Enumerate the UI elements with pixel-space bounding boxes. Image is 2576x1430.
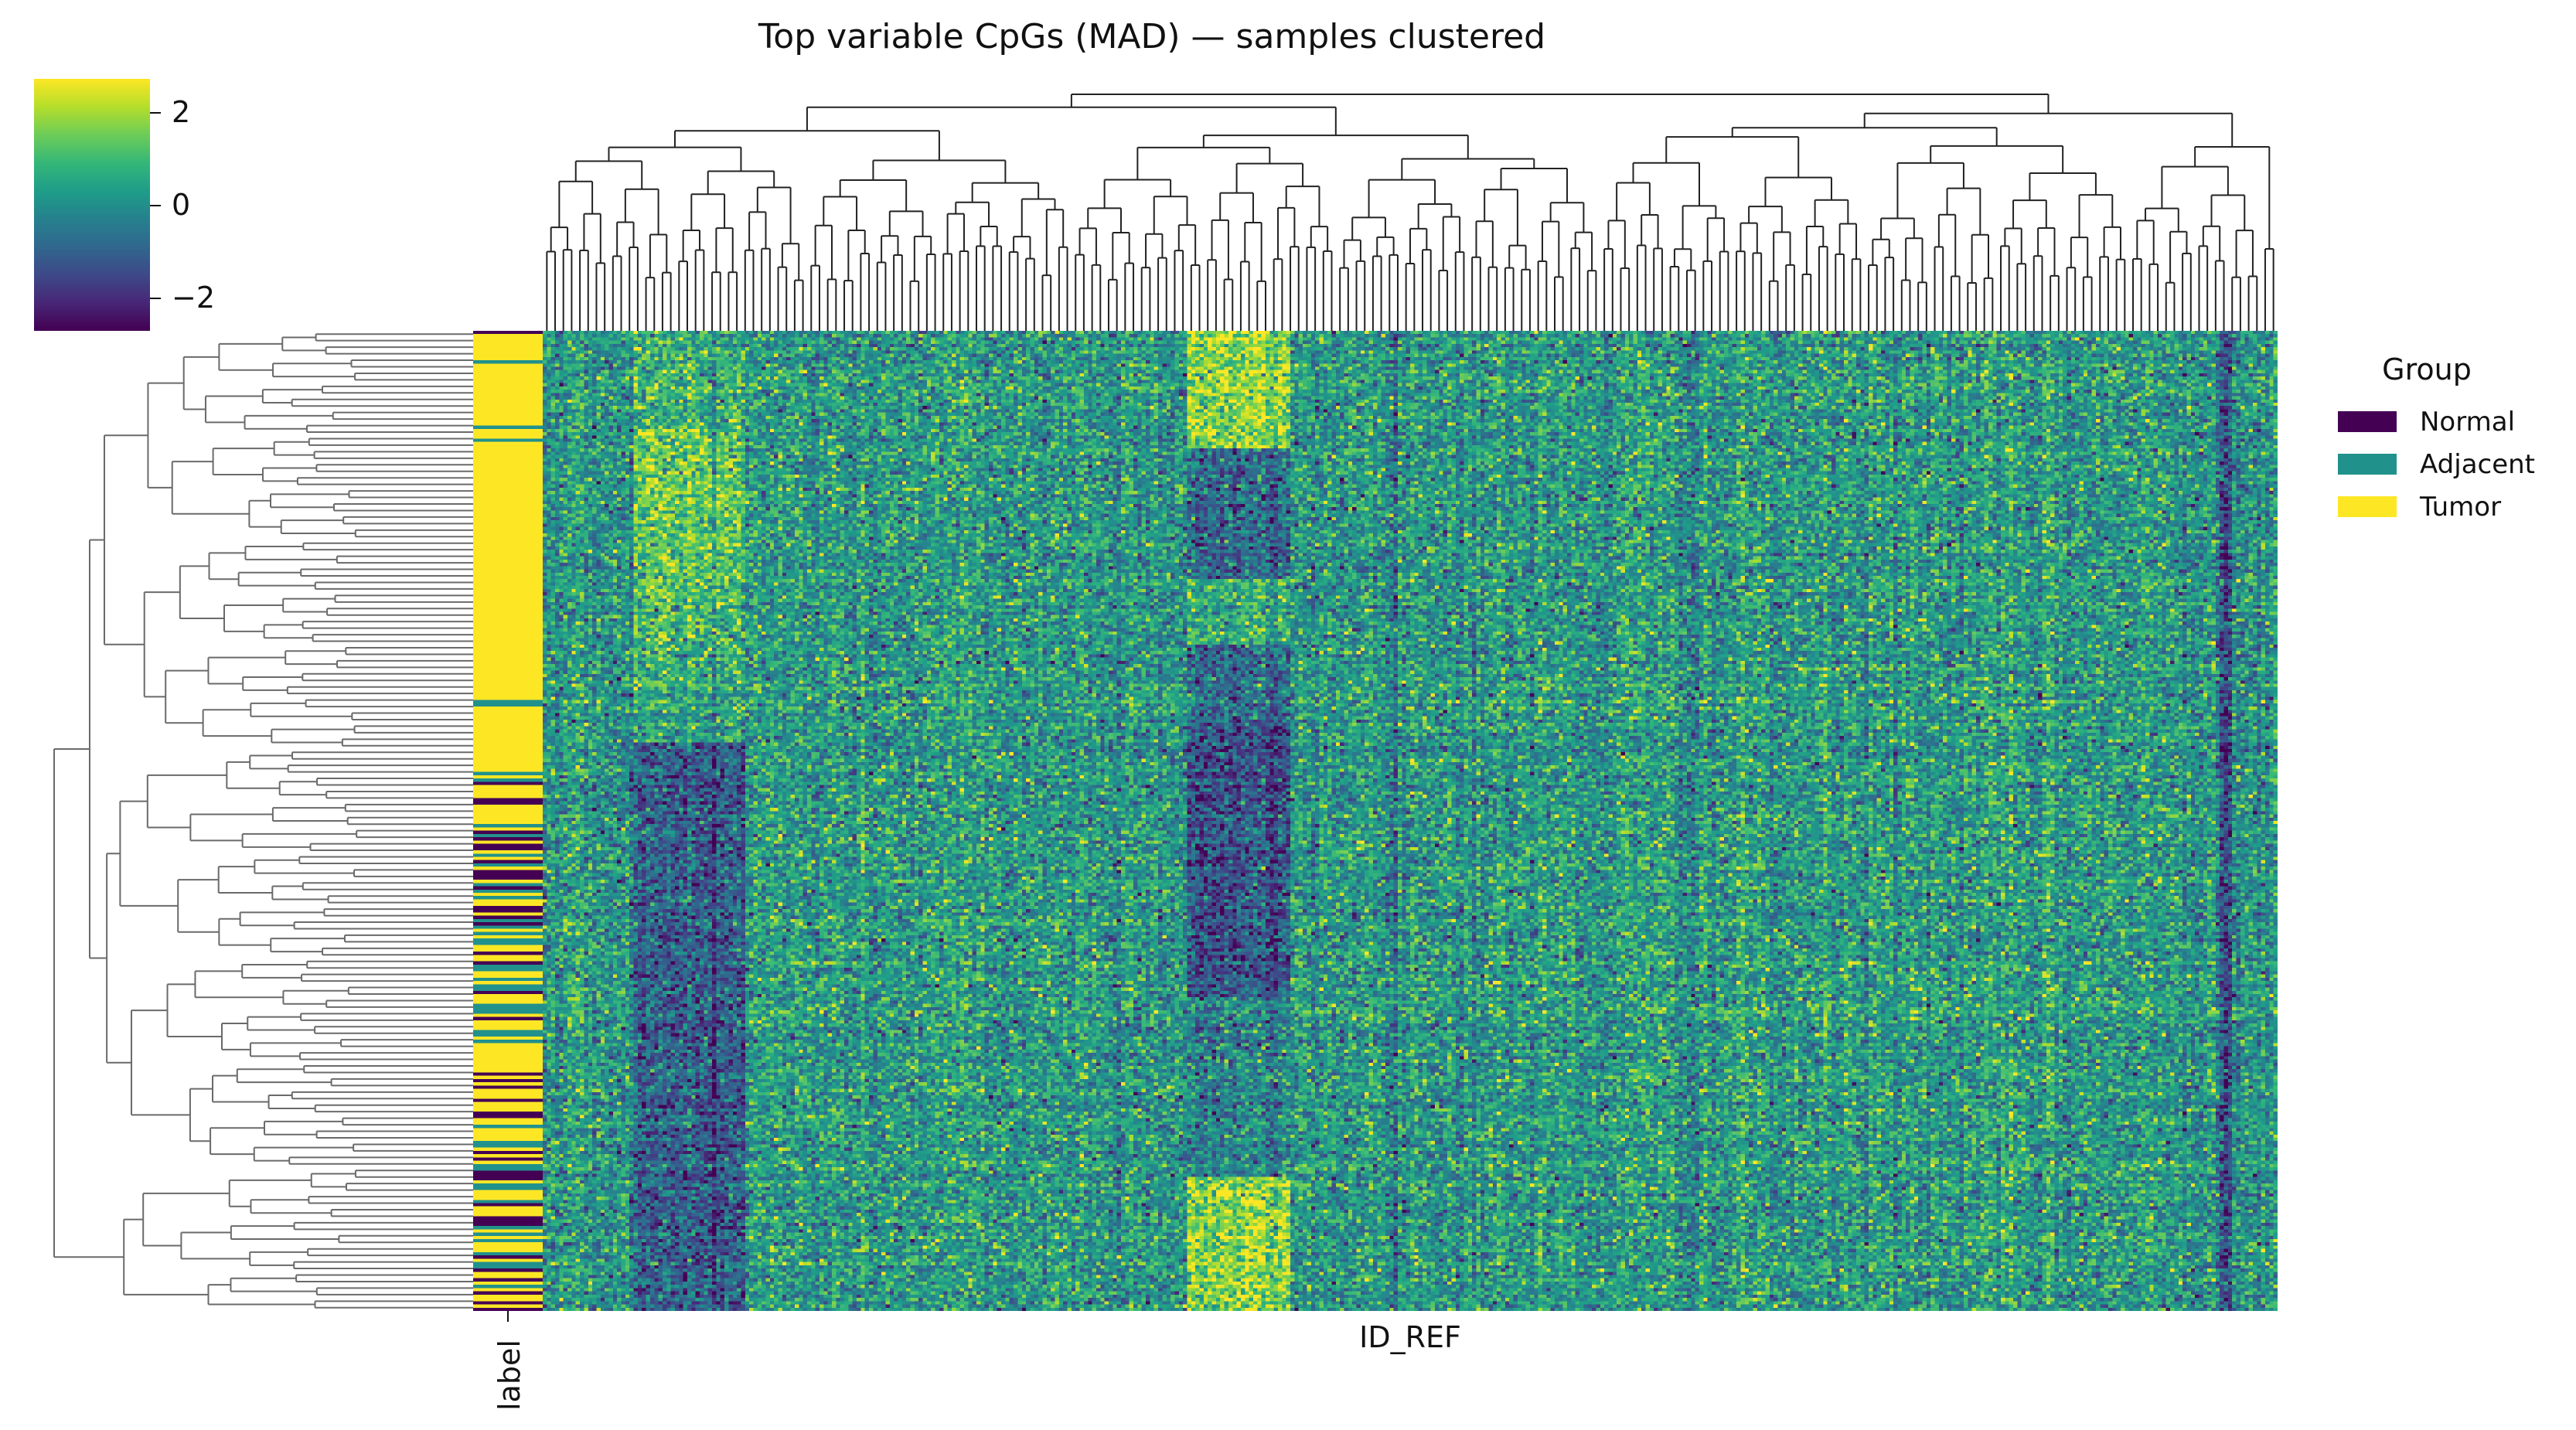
legend-title: Group: [2382, 352, 2472, 386]
legend-swatch-tumor: [2338, 496, 2397, 517]
row-annotation-label: label: [492, 1340, 526, 1411]
legend-entry-adjacent: Adjacent: [2338, 443, 2570, 485]
legend-label-normal: Normal: [2420, 406, 2516, 438]
row-dendrogram: [53, 333, 473, 1309]
legend: Group Normal Adjacent Tumor: [2338, 352, 2570, 528]
chart-title: Top variable CpGs (MAD) — samples cluste…: [758, 17, 1545, 56]
colorbar: [34, 79, 150, 331]
colorbar-axis: 2 0 −2: [150, 95, 215, 315]
legend-swatch-normal: [2338, 411, 2397, 432]
legend-label-adjacent: Adjacent: [2420, 448, 2536, 480]
column-dendrogram: [546, 94, 2274, 331]
colorbar-tick-label: 2: [172, 95, 190, 129]
x-axis-label: ID_REF: [1359, 1320, 1461, 1354]
legend-entry-normal: Normal: [2338, 400, 2570, 443]
colorbar-tick-label: −2: [172, 281, 215, 315]
colorbar-tick-label: 0: [172, 188, 190, 222]
heatmap-grid: [543, 331, 2278, 1311]
legend-swatch-adjacent: [2338, 454, 2397, 475]
legend-label-tumor: Tumor: [2420, 491, 2502, 523]
row-annotation-strip: [473, 331, 543, 1311]
legend-entry-tumor: Tumor: [2338, 485, 2570, 528]
